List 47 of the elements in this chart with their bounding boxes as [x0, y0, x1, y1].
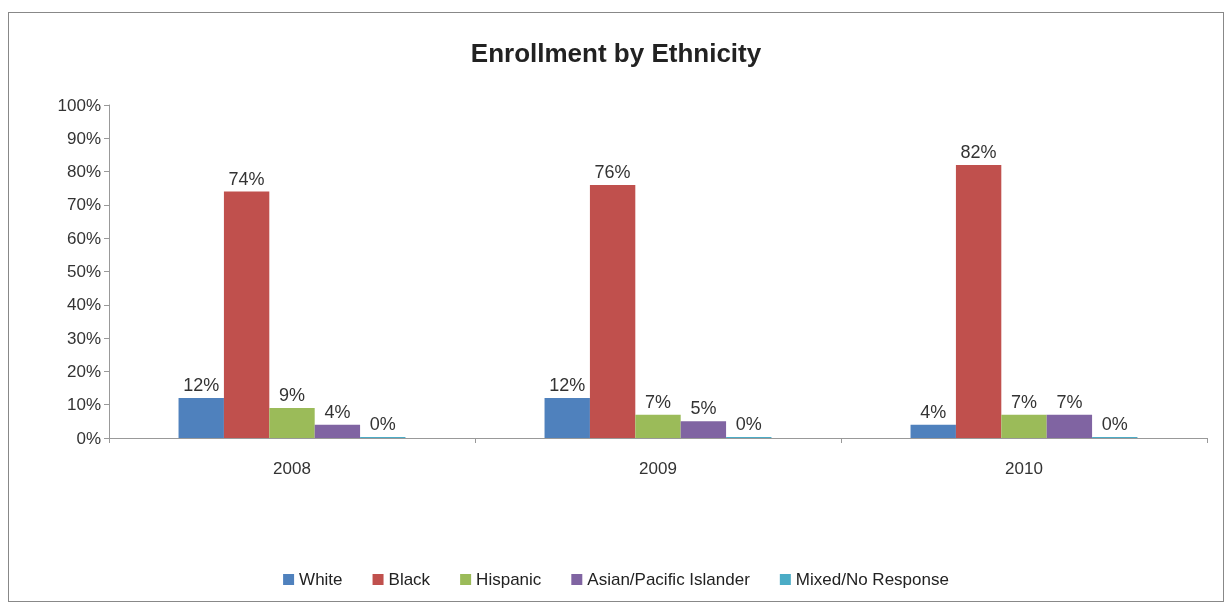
x-tick-label: 2010 — [1005, 459, 1043, 478]
y-tick-label: 30% — [66, 328, 101, 348]
data-label: 9% — [278, 385, 306, 406]
y-tick-label: 70% — [66, 195, 101, 215]
bar — [910, 424, 956, 438]
data-label: 0% — [735, 414, 762, 434]
data-label: 0% — [369, 414, 396, 434]
bar — [680, 421, 727, 438]
legend-label: Mixed/No Response — [795, 570, 949, 589]
y-tick-label: 80% — [66, 162, 101, 182]
x-tick-label: 2009 — [639, 459, 677, 478]
y-tick-label: 20% — [66, 361, 101, 381]
data-label: 4% — [324, 401, 351, 422]
data-label: 7% — [1056, 391, 1083, 412]
bar — [1046, 414, 1093, 438]
y-tick-label: 60% — [66, 228, 101, 248]
y-tick-label: 0% — [76, 428, 101, 448]
data-label: 7% — [1010, 391, 1038, 412]
x-tick-label: 2008 — [273, 459, 311, 478]
legend-label: Black — [388, 570, 431, 589]
y-tick-label: 100% — [57, 95, 101, 115]
y-tick-label: 90% — [66, 128, 101, 148]
data-label: 5% — [690, 398, 717, 419]
legend-label: Asian/Pacific Islander — [587, 570, 751, 589]
bar — [544, 398, 590, 438]
bar — [269, 408, 315, 438]
data-label: 82% — [960, 141, 997, 162]
y-tick-label: 40% — [66, 295, 101, 315]
bar — [589, 184, 636, 438]
data-label: 12% — [183, 375, 220, 396]
data-label: 0% — [1101, 414, 1128, 434]
bar — [635, 414, 681, 438]
data-label: 7% — [644, 391, 672, 412]
bar — [1001, 414, 1047, 438]
legend-label: Hispanic — [476, 570, 542, 589]
data-label: 74% — [228, 168, 265, 189]
y-tick-label: 10% — [66, 395, 101, 415]
data-label: 76% — [594, 161, 631, 182]
bar — [314, 424, 361, 438]
data-label: 4% — [920, 401, 947, 422]
legend-label: White — [299, 570, 343, 589]
bar — [178, 398, 224, 438]
bar — [223, 191, 270, 438]
data-label: 12% — [549, 375, 586, 396]
y-tick-label: 50% — [66, 262, 101, 281]
bar — [955, 164, 1002, 438]
chart-title: Enrollment by Ethnicity — [470, 38, 762, 68]
